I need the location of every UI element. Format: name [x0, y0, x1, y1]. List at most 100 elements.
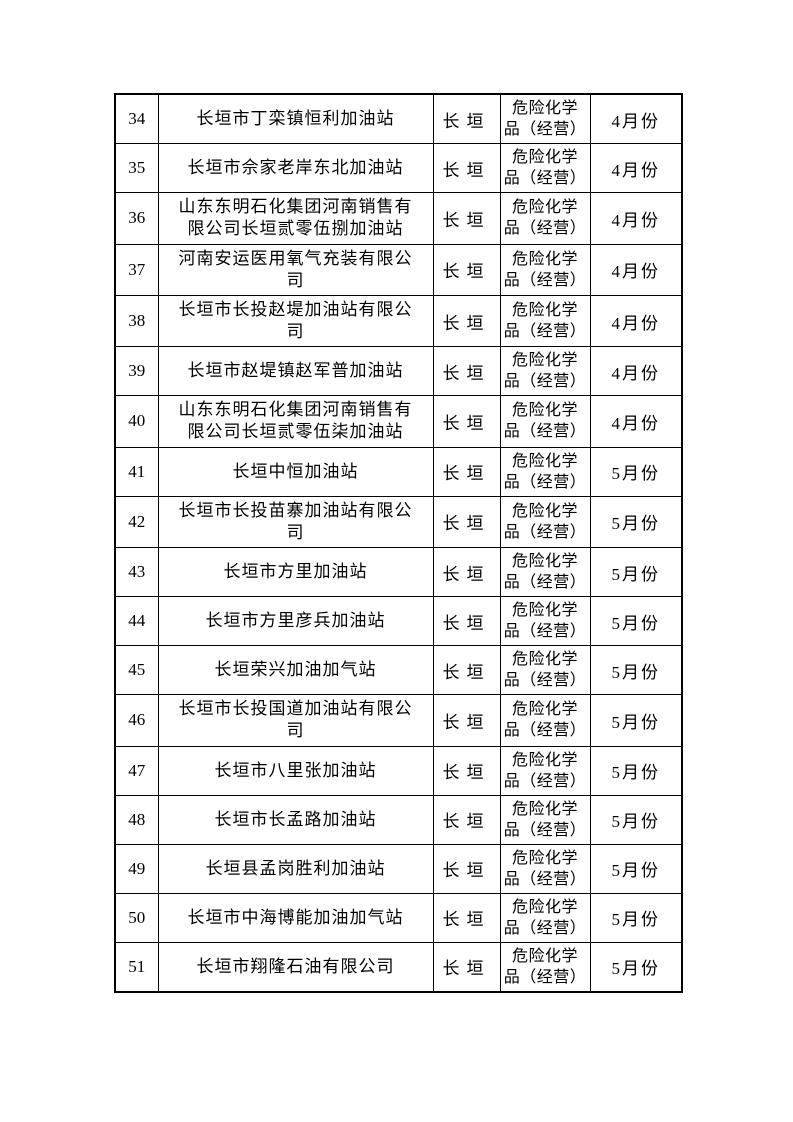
- row-number: 34: [114, 93, 159, 145]
- region: 长垣: [432, 243, 501, 296]
- table-row: 34 长垣市丁栾镇恒利加油站 长垣 危险化学 品（经营） 4月份: [114, 93, 683, 145]
- table-row: 45 长垣荣兴加油加气站 长垣 危险化学 品（经营） 5月份: [114, 645, 683, 696]
- table-row: 38 长垣市长投赵堤加油站有限公 司长垣 危险化学 品（经营） 4月份: [114, 294, 683, 348]
- region: 长垣: [432, 192, 501, 245]
- month: 4月份: [589, 346, 683, 397]
- category: 危险化学 品（经营）: [499, 395, 591, 448]
- region: 长垣: [432, 745, 501, 796]
- category: 危险化学 品（经营）: [499, 192, 591, 245]
- month: 5月份: [589, 495, 683, 549]
- category: 危险化学 品（经营）: [499, 294, 591, 348]
- company-name: 山东东明石化集团河南销售有 限公司长垣贰零伍柒加油站: [157, 395, 434, 448]
- company-name: 长垣市方里彦兵加油站: [157, 596, 434, 647]
- row-number: 37: [114, 243, 159, 296]
- table-row: 41 长垣中恒加油站 长垣 危险化学 品（经营） 5月份: [114, 446, 683, 497]
- table-row: 40 山东东明石化集团河南销售有 限公司长垣贰零伍柒加油站 长垣 危险化学 品（经营）…: [114, 395, 683, 448]
- month: 5月份: [589, 446, 683, 497]
- row-number: 45: [114, 645, 159, 696]
- month: 4月份: [589, 192, 683, 245]
- table-row: 37 河南安运医用氧气充装有限公 司长垣 危险化学 品（经营） 4月份: [114, 243, 683, 296]
- table-row: 44 长垣市方里彦兵加油站 长垣 危险化学 品（经营） 5月份: [114, 596, 683, 647]
- month: 4月份: [589, 93, 683, 145]
- company-name: 长垣县孟岗胜利加油站: [157, 843, 434, 894]
- category: 危险化学 品（经营）: [499, 794, 591, 845]
- region: 长垣: [432, 143, 501, 194]
- row-number: 39: [114, 346, 159, 397]
- category: 危险化学 品（经营）: [499, 745, 591, 796]
- company-name: 长垣市长孟路加油站: [157, 794, 434, 845]
- table-row: 42 长垣市长投苗寨加油站有限公 司长垣 危险化学 品（经营） 5月份: [114, 495, 683, 549]
- company-name: 长垣中恒加油站: [157, 446, 434, 497]
- region: 长垣: [432, 547, 501, 598]
- region: 长垣: [432, 941, 501, 993]
- table-row: 36 山东东明石化集团河南销售有 限公司长垣贰零伍捌加油站 长垣 危险化学 品（经营）…: [114, 192, 683, 245]
- row-number: 35: [114, 143, 159, 194]
- company-name: 长垣市长投苗寨加油站有限公 司: [157, 495, 434, 549]
- month: 5月份: [589, 694, 683, 747]
- region: 长垣: [432, 596, 501, 647]
- company-name: 长垣荣兴加油加气站: [157, 645, 434, 696]
- company-name: 河南安运医用氧气充装有限公 司: [157, 243, 434, 296]
- region: 长垣: [432, 294, 501, 348]
- company-name: 山东东明石化集团河南销售有 限公司长垣贰零伍捌加油站: [157, 192, 434, 245]
- region: 长垣: [432, 843, 501, 894]
- company-name: 长垣市丁栾镇恒利加油站: [157, 93, 434, 145]
- row-number: 47: [114, 745, 159, 796]
- row-number: 36: [114, 192, 159, 245]
- row-number: 41: [114, 446, 159, 497]
- row-number: 48: [114, 794, 159, 845]
- month: 5月份: [589, 843, 683, 894]
- enterprise-table: 34 长垣市丁栾镇恒利加油站 长垣 危险化学 品（经营） 4月份 35 长垣市佘家老岸东北加…: [114, 93, 683, 993]
- row-number: 50: [114, 892, 159, 943]
- month: 5月份: [589, 941, 683, 993]
- table-row: 46 长垣市长投国道加油站有限公 司长垣 危险化学 品（经营） 5月份: [114, 694, 683, 747]
- month: 5月份: [589, 547, 683, 598]
- row-number: 46: [114, 694, 159, 747]
- category: 危险化学 品（经营）: [499, 596, 591, 647]
- category: 危险化学 品（经营）: [499, 941, 591, 993]
- month: 5月份: [589, 745, 683, 796]
- table-row: 50 长垣市中海博能加油加气站 长垣 危险化学 品（经营） 5月份: [114, 892, 683, 943]
- category: 危险化学 品（经营）: [499, 446, 591, 497]
- row-number: 38: [114, 294, 159, 348]
- table-row: 49 长垣县孟岗胜利加油站 长垣 危险化学 品（经营） 5月份: [114, 843, 683, 894]
- category: 危险化学 品（经营）: [499, 843, 591, 894]
- month: 5月份: [589, 596, 683, 647]
- category: 危险化学 品（经营）: [499, 346, 591, 397]
- company-name: 长垣市中海博能加油加气站: [157, 892, 434, 943]
- region: 长垣: [432, 93, 501, 145]
- company-name: 长垣市翔隆石油有限公司: [157, 941, 434, 993]
- company-name: 长垣市方里加油站: [157, 547, 434, 598]
- region: 长垣: [432, 892, 501, 943]
- table-row: 47 长垣市八里张加油站 长垣 危险化学 品（经营） 5月份: [114, 745, 683, 796]
- table-row: 35 长垣市佘家老岸东北加油站 长垣 危险化学 品（经营） 4月份: [114, 143, 683, 194]
- month: 4月份: [589, 294, 683, 348]
- row-number: 43: [114, 547, 159, 598]
- month: 4月份: [589, 143, 683, 194]
- row-number: 51: [114, 941, 159, 993]
- row-number: 49: [114, 843, 159, 894]
- category: 危险化学 品（经营）: [499, 645, 591, 696]
- region: 长垣: [432, 495, 501, 549]
- table-row: 51 长垣市翔隆石油有限公司 长垣 危险化学 品（经营） 5月份: [114, 941, 683, 993]
- month: 4月份: [589, 395, 683, 448]
- company-name: 长垣市赵堤镇赵军普加油站: [157, 346, 434, 397]
- region: 长垣: [432, 346, 501, 397]
- month: 4月份: [589, 243, 683, 296]
- category: 危险化学 品（经营）: [499, 892, 591, 943]
- month: 5月份: [589, 892, 683, 943]
- table-body: 34 长垣市丁栾镇恒利加油站 长垣 危险化学 品（经营） 4月份 35 长垣市佘家老岸东北加…: [114, 93, 683, 993]
- table-row: 43 长垣市方里加油站 长垣 危险化学 品（经营） 5月份: [114, 547, 683, 598]
- region: 长垣: [432, 395, 501, 448]
- row-number: 42: [114, 495, 159, 549]
- company-name: 长垣市长投国道加油站有限公 司: [157, 694, 434, 747]
- category: 危险化学 品（经营）: [499, 495, 591, 549]
- row-number: 44: [114, 596, 159, 647]
- row-number: 40: [114, 395, 159, 448]
- region: 长垣: [432, 794, 501, 845]
- region: 长垣: [432, 446, 501, 497]
- table-row: 48 长垣市长孟路加油站 长垣 危险化学 品（经营） 5月份: [114, 794, 683, 845]
- table-row: 39 长垣市赵堤镇赵军普加油站 长垣 危险化学 品（经营） 4月份: [114, 346, 683, 397]
- category: 危险化学 品（经营）: [499, 143, 591, 194]
